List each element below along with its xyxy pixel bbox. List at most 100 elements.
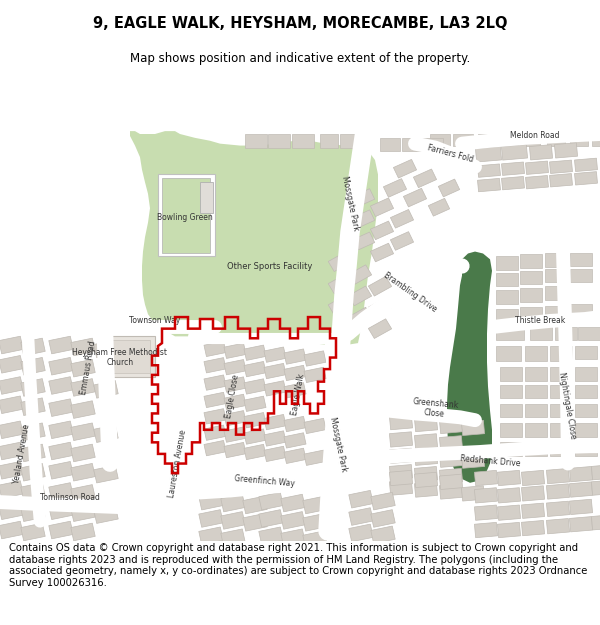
Polygon shape — [368, 276, 392, 296]
Polygon shape — [284, 432, 306, 448]
Polygon shape — [575, 404, 597, 418]
Polygon shape — [304, 368, 326, 382]
Polygon shape — [525, 404, 547, 418]
Polygon shape — [259, 492, 283, 510]
Polygon shape — [550, 423, 572, 436]
Polygon shape — [204, 375, 226, 390]
Polygon shape — [547, 501, 569, 516]
Polygon shape — [575, 172, 598, 185]
Polygon shape — [497, 488, 521, 503]
Polygon shape — [570, 134, 588, 146]
Polygon shape — [391, 232, 413, 250]
Polygon shape — [370, 243, 394, 262]
Polygon shape — [49, 502, 73, 519]
Polygon shape — [496, 309, 518, 323]
Polygon shape — [349, 265, 371, 284]
Polygon shape — [569, 466, 593, 482]
Polygon shape — [244, 429, 266, 444]
Polygon shape — [245, 134, 267, 148]
Polygon shape — [475, 522, 497, 538]
Polygon shape — [496, 346, 521, 361]
Text: Other Sports Facility: Other Sports Facility — [227, 261, 313, 271]
Text: Yealand Avenue: Yealand Avenue — [13, 423, 32, 484]
Polygon shape — [555, 327, 577, 340]
Polygon shape — [243, 496, 267, 514]
Polygon shape — [500, 367, 522, 381]
Polygon shape — [281, 494, 305, 512]
Polygon shape — [439, 468, 463, 484]
Polygon shape — [71, 423, 95, 441]
Polygon shape — [264, 414, 286, 430]
Polygon shape — [349, 308, 371, 327]
Polygon shape — [264, 363, 286, 379]
Polygon shape — [71, 504, 95, 521]
Polygon shape — [502, 144, 527, 160]
Polygon shape — [415, 466, 437, 482]
Polygon shape — [349, 508, 373, 526]
Polygon shape — [371, 492, 395, 510]
Text: Mossgate Park: Mossgate Park — [328, 416, 348, 472]
Polygon shape — [158, 174, 215, 256]
Polygon shape — [224, 442, 246, 458]
Polygon shape — [550, 442, 572, 456]
Polygon shape — [550, 174, 572, 187]
Polygon shape — [162, 178, 210, 252]
Text: Meldon Road: Meldon Road — [510, 131, 560, 141]
Polygon shape — [224, 427, 246, 442]
Polygon shape — [49, 421, 73, 439]
Polygon shape — [394, 159, 416, 178]
Text: Brambling Drive: Brambling Drive — [382, 271, 438, 314]
Polygon shape — [221, 494, 245, 512]
Polygon shape — [49, 461, 73, 479]
Polygon shape — [21, 504, 45, 521]
Polygon shape — [525, 346, 547, 361]
Polygon shape — [569, 499, 593, 514]
Polygon shape — [500, 134, 518, 146]
Polygon shape — [415, 482, 437, 498]
Polygon shape — [439, 474, 463, 489]
Polygon shape — [0, 396, 23, 414]
Polygon shape — [500, 423, 522, 436]
Polygon shape — [244, 396, 266, 411]
Polygon shape — [525, 423, 547, 436]
Polygon shape — [526, 176, 548, 189]
Polygon shape — [570, 253, 592, 266]
Polygon shape — [304, 351, 326, 366]
Polygon shape — [521, 521, 545, 536]
Polygon shape — [130, 131, 378, 346]
Polygon shape — [447, 251, 492, 482]
Polygon shape — [292, 134, 314, 148]
Polygon shape — [71, 359, 95, 377]
Polygon shape — [284, 416, 306, 432]
Text: Greenshank
Close: Greenshank Close — [411, 397, 459, 420]
Polygon shape — [575, 158, 598, 171]
Text: Townson Way: Townson Way — [130, 316, 181, 326]
Polygon shape — [522, 134, 540, 146]
Text: Nightingale Close: Nightingale Close — [557, 372, 577, 440]
Polygon shape — [592, 480, 600, 495]
Polygon shape — [259, 509, 283, 528]
Polygon shape — [545, 269, 567, 282]
Polygon shape — [199, 527, 223, 544]
Polygon shape — [554, 142, 578, 158]
Polygon shape — [264, 431, 286, 446]
Polygon shape — [570, 304, 592, 317]
Polygon shape — [349, 524, 373, 542]
Polygon shape — [545, 254, 567, 267]
Polygon shape — [525, 367, 547, 381]
Polygon shape — [221, 529, 245, 546]
Polygon shape — [520, 271, 542, 284]
Polygon shape — [303, 531, 327, 549]
Polygon shape — [0, 481, 23, 498]
Polygon shape — [244, 345, 266, 361]
Polygon shape — [550, 346, 572, 361]
Polygon shape — [430, 134, 450, 146]
Polygon shape — [328, 275, 350, 294]
Polygon shape — [370, 221, 394, 239]
Polygon shape — [520, 254, 542, 268]
Polygon shape — [105, 336, 155, 377]
Polygon shape — [475, 505, 497, 521]
Polygon shape — [199, 492, 223, 510]
Polygon shape — [550, 367, 572, 381]
Text: Tomlinson Road: Tomlinson Road — [40, 492, 100, 502]
